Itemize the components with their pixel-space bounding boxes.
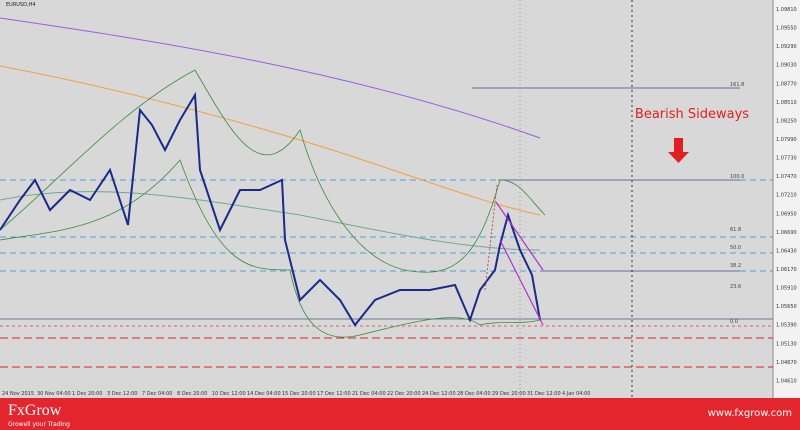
- price-label: 1.07730: [776, 156, 797, 162]
- fib-label: 100.0: [730, 174, 744, 180]
- ma-200: [0, 17, 541, 139]
- price-label: 1.09550: [776, 26, 797, 32]
- time-label: 10 Dec 12:00: [212, 391, 246, 397]
- slogan: Growell your Trading: [8, 421, 70, 428]
- price-label: 1.08250: [776, 118, 797, 124]
- price-label: 1.06950: [776, 211, 797, 217]
- time-label: 3 Dec 12:00: [107, 391, 137, 397]
- time-label: 31 Dec 12:00: [527, 391, 561, 397]
- time-label: 4 Jan 04:00: [562, 391, 590, 397]
- price-candles: [0, 91, 541, 327]
- fib-label: 38.2: [730, 263, 741, 269]
- bollinger-upper: [0, 69, 546, 273]
- time-label: 24 Dec 12:00: [422, 391, 456, 397]
- price-label: 1.09810: [776, 7, 797, 13]
- time-label: 8 Dec 20:00: [177, 391, 207, 397]
- price-label: 1.04870: [776, 360, 797, 366]
- brand: FxGrow: [8, 402, 62, 419]
- fib-label: 161.8: [730, 82, 744, 88]
- time-label: 29 Dec 20:00: [492, 391, 526, 397]
- price-label: 1.09290: [776, 44, 797, 50]
- time-label: 30 Nov 04:00: [37, 391, 71, 397]
- time-label: 1 Dec 20:00: [72, 391, 102, 397]
- fib-label: 50.0: [730, 245, 741, 251]
- price-label: 1.08770: [776, 81, 797, 87]
- price-label: 1.05910: [776, 286, 797, 292]
- price-label: 1.07990: [776, 137, 797, 143]
- price-label: 1.08510: [776, 100, 797, 106]
- price-label: 1.07470: [776, 174, 797, 180]
- price-axis: 1.09810 1.09550 1.09290 1.09030 1.08770 1.085…: [776, 7, 797, 384]
- annotation: Bearish Sideways: [635, 107, 749, 122]
- price-label: 1.05390: [776, 323, 797, 329]
- time-label: 14 Dec 04:00: [247, 391, 281, 397]
- symbol-title: EURUSD,H4: [6, 2, 36, 8]
- footer: [0, 398, 800, 430]
- fib-label: 23.6: [730, 284, 741, 290]
- time-label: 21 Dec 04:00: [352, 391, 386, 397]
- time-label: 7 Dec 04:00: [142, 391, 172, 397]
- price-label: 1.09030: [776, 63, 797, 69]
- price-axis-bg: [773, 0, 800, 398]
- fib-label: 61.8: [730, 227, 741, 233]
- levels: [0, 0, 773, 398]
- channel: [495, 201, 544, 326]
- price-label: 1.06430: [776, 248, 797, 254]
- price-label: 1.06170: [776, 267, 797, 273]
- time-label: 17 Dec 12:00: [317, 391, 351, 397]
- price-label: 1.07210: [776, 193, 797, 199]
- chart-area: [0, 0, 773, 398]
- ma-100: [0, 65, 541, 216]
- fib-label: 0.0: [730, 319, 738, 325]
- ma-50: [0, 191, 541, 251]
- time-label: 15 Dec 20:00: [282, 391, 316, 397]
- price-label: 1.06690: [776, 230, 797, 236]
- price-label: 1.05130: [776, 341, 797, 347]
- price-label: 1.04610: [776, 378, 797, 384]
- time-label: 24 Nov 2015: [2, 391, 34, 397]
- url[interactable]: www.fxgrow.com: [708, 408, 792, 419]
- time-axis: 24 Nov 2015 30 Nov 04:00 1 Dec 20:00 3 Dec …: [2, 391, 590, 397]
- price-label: 1.05650: [776, 304, 797, 310]
- fib-anchor: [484, 184, 498, 291]
- time-label: 28 Dec 04:00: [457, 391, 491, 397]
- time-label: 22 Dec 20:00: [387, 391, 421, 397]
- fib-labels: 161.8 100.0 61.8 50.0 38.2 23.6 0.0: [730, 82, 744, 325]
- arrow-down: [668, 138, 689, 163]
